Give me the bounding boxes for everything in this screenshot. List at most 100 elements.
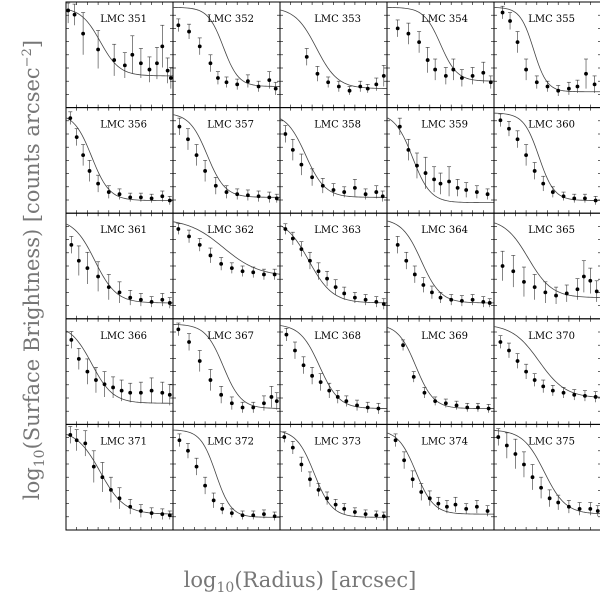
panel-7: LMC 357 [172, 107, 281, 214]
data-point [487, 301, 492, 305]
data-point [122, 63, 127, 68]
data-point [176, 23, 181, 28]
data-point [481, 300, 486, 304]
panel-title: LMC 351 [100, 14, 147, 25]
data-point [160, 297, 165, 302]
data-point [308, 258, 312, 263]
data-point [443, 74, 448, 78]
data-point [445, 504, 449, 509]
data-point [380, 194, 385, 199]
data-point [74, 438, 79, 443]
data-point [485, 192, 490, 197]
data-point [539, 485, 543, 490]
data-point [251, 270, 256, 275]
data-point [365, 405, 370, 410]
data-point [547, 496, 552, 501]
data-point [515, 40, 520, 45]
data-point [498, 340, 503, 344]
data-point [187, 234, 191, 239]
data-point [240, 513, 245, 518]
data-point [575, 287, 580, 292]
data-point [186, 448, 190, 453]
model-curve [386, 326, 495, 409]
data-point [229, 401, 234, 406]
data-point [256, 194, 261, 199]
data-point [474, 504, 479, 509]
data-point [208, 378, 213, 382]
data-point [139, 195, 143, 200]
data-point [406, 31, 411, 36]
data-point [344, 399, 349, 404]
data-point [333, 285, 338, 290]
data-point [393, 438, 398, 443]
data-point [147, 67, 152, 72]
data-point [593, 198, 598, 203]
data-point [593, 395, 598, 399]
data-point [336, 84, 341, 89]
data-point [511, 269, 516, 274]
data-point [197, 44, 202, 49]
model-curve [172, 323, 281, 409]
data-point [342, 190, 347, 194]
panel-11: LMC 361 [65, 212, 174, 320]
panel-title: LMC 368 [314, 331, 361, 342]
data-point [358, 84, 363, 89]
data-point [256, 84, 261, 89]
data-point [316, 269, 321, 274]
data-point [168, 76, 173, 80]
data-point [443, 401, 448, 406]
data-point [554, 293, 558, 298]
data-point [406, 147, 411, 152]
data-point [160, 194, 165, 199]
data-point [299, 162, 304, 167]
data-point [374, 82, 379, 87]
x-axis-label-subscript: 10 [216, 580, 235, 596]
data-point [94, 378, 98, 382]
data-point [438, 295, 443, 300]
model-curve [386, 6, 495, 82]
data-point [213, 183, 218, 188]
data-point [425, 58, 430, 62]
data-point [419, 490, 424, 494]
panel-title: LMC 366 [100, 331, 147, 342]
panel-14: LMC 364 [386, 212, 495, 320]
data-point [149, 511, 154, 516]
data-point [488, 80, 493, 85]
data-point [486, 406, 491, 411]
data-point [106, 190, 111, 194]
data-point [353, 510, 357, 514]
data-point [272, 514, 277, 519]
data-point [374, 300, 379, 304]
data-point [96, 47, 100, 52]
data-point [119, 388, 124, 393]
panel-13: LMC 363 [279, 212, 388, 320]
model-curve [172, 429, 281, 518]
data-point [577, 506, 582, 511]
data-point [139, 390, 143, 395]
data-point [374, 513, 379, 518]
data-point [581, 274, 586, 279]
data-point [532, 285, 537, 290]
data-point [269, 395, 274, 399]
data-point [246, 193, 250, 198]
data-point [564, 291, 569, 296]
data-point [96, 274, 100, 279]
data-point [167, 301, 172, 305]
data-point [433, 67, 438, 72]
data-point [432, 177, 436, 182]
panel-title: LMC 357 [207, 120, 254, 131]
data-point [376, 406, 381, 411]
data-point [160, 44, 165, 49]
data-point [474, 190, 479, 194]
data-point [100, 475, 105, 480]
data-point [496, 435, 501, 439]
data-point [365, 86, 370, 91]
data-point [109, 487, 113, 492]
data-point [381, 514, 386, 519]
data-point [167, 513, 172, 518]
data-point [220, 506, 225, 511]
data-point [524, 153, 528, 158]
data-point [327, 388, 332, 393]
data-point [111, 385, 115, 390]
panel-title: LMC 374 [421, 436, 468, 447]
